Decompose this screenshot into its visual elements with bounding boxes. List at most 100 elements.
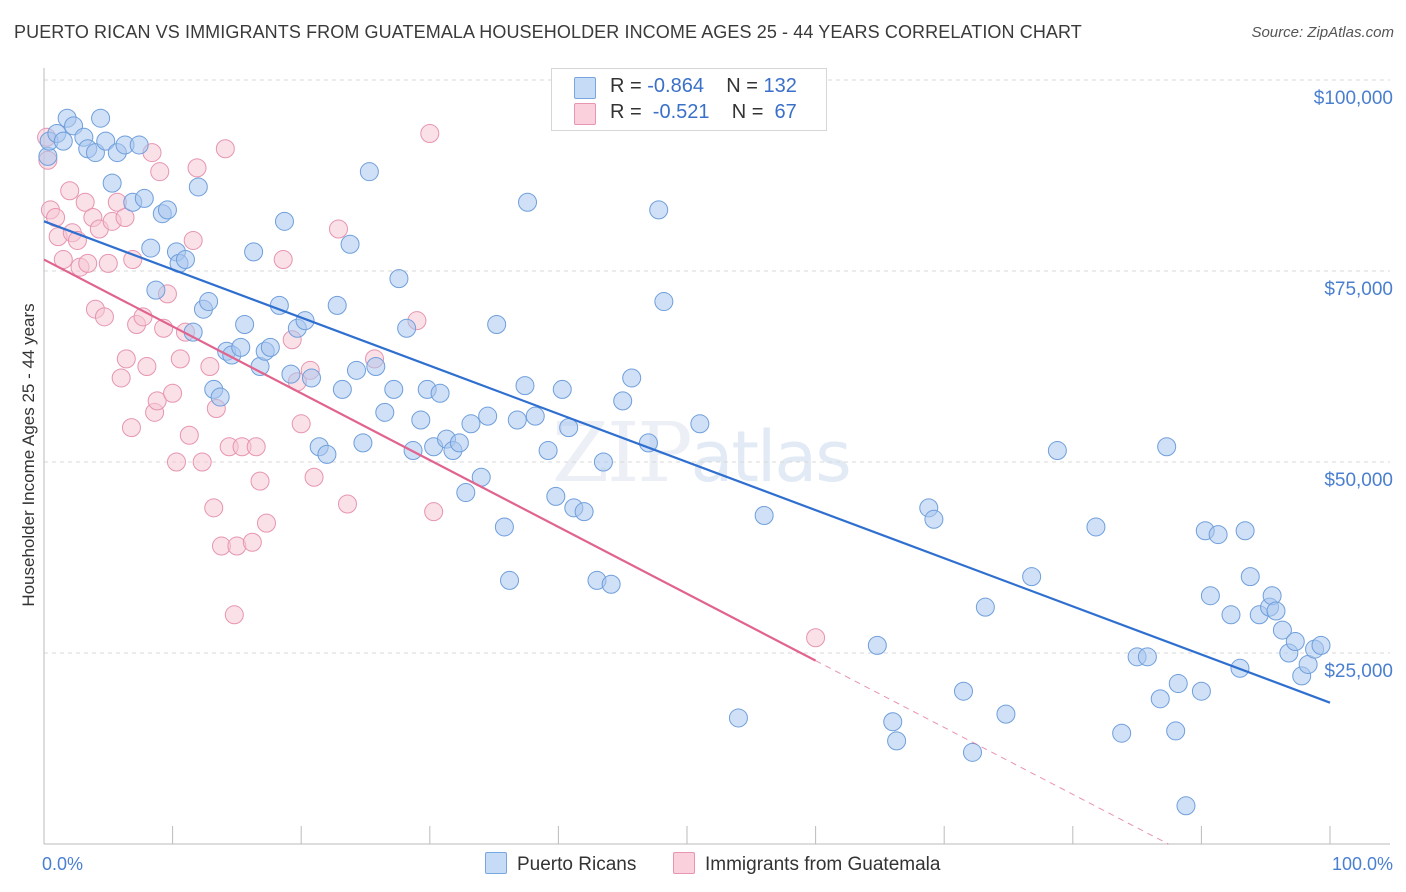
puerto-rican-point <box>146 280 166 300</box>
legend-r-value: -0.521 <box>647 101 710 123</box>
puerto-rican-point <box>924 509 944 529</box>
guatemala-point <box>204 498 224 518</box>
puerto-rican-point <box>654 292 674 312</box>
y-tick-label: $50,000 <box>1324 470 1393 491</box>
guatemala-point <box>137 357 157 376</box>
puerto-rican-point <box>359 162 379 182</box>
puerto-rican-point <box>1285 632 1305 652</box>
puerto-rican-point <box>134 188 154 208</box>
legend-r-label: R = <box>610 101 648 123</box>
puerto-rican-point <box>346 360 366 380</box>
guatemala-point <box>121 418 141 438</box>
puerto-rican-point <box>1272 620 1292 640</box>
y-tick-label: $25,000 <box>1324 661 1393 682</box>
puerto-rican-point <box>962 742 982 762</box>
puerto-rican-point <box>281 364 301 384</box>
guatemala-point <box>192 452 212 472</box>
guatemala-point <box>60 181 80 201</box>
puerto-rican-point <box>397 318 417 338</box>
puerto-rican-point <box>1150 689 1170 709</box>
puerto-rican-point <box>411 410 431 430</box>
puerto-rican-point <box>231 337 251 357</box>
puerto-rican-point <box>91 108 111 128</box>
puerto-rican-point <box>295 311 315 331</box>
correlation-legend: R = -0.864 N = 132 R = -0.521 N = 67 <box>551 68 827 131</box>
puerto-rican-point <box>102 173 122 193</box>
puerto-rican-point <box>260 337 280 357</box>
puerto-rican-point <box>649 200 669 220</box>
guatemala-point <box>150 162 170 182</box>
source-label: Source: ZipAtlas.com <box>1251 24 1394 41</box>
puerto-rican-point <box>188 177 208 197</box>
bottom-legend-guatemala: Immigrants from Guatemala <box>673 852 940 876</box>
guatemala-point <box>304 467 324 487</box>
puerto-rican-point <box>375 402 395 422</box>
guatemala-point <box>242 532 262 552</box>
legend-row-puerto-ricans: R = -0.864 N = 132 <box>574 75 797 99</box>
guatemala-point <box>187 158 207 178</box>
puerto-rican-point <box>1157 437 1177 457</box>
puerto-rican-point <box>507 410 527 430</box>
puerto-rican-point <box>183 322 203 342</box>
puerto-rican-point <box>478 406 498 426</box>
puerto-rican-point <box>129 135 149 155</box>
guatemala-point <box>111 368 131 388</box>
puerto-rican-point <box>525 406 545 426</box>
legend-n-label: N = <box>731 101 769 123</box>
puerto-rican-point <box>690 414 710 434</box>
guatemala-point <box>256 513 276 533</box>
guatemala-point <box>224 605 244 625</box>
puerto-rican-point <box>175 250 195 270</box>
guatemala-point <box>246 437 266 457</box>
puerto-rican-point <box>1208 525 1228 545</box>
puerto-rican-point <box>340 234 360 254</box>
puerto-rican-point <box>1137 647 1157 667</box>
puerto-rican-point <box>1047 441 1067 461</box>
puerto-rican-point <box>1221 605 1241 625</box>
guatemala-point <box>183 230 203 250</box>
puerto-rican-point <box>552 379 572 399</box>
puerto-rican-point <box>210 387 230 407</box>
puerto-rican-point <box>389 269 409 289</box>
bottom-legend-label: Puerto Ricans <box>517 854 637 875</box>
zipatlas-watermark: ZIPatlas <box>552 406 852 501</box>
puerto-rican-point <box>327 295 347 315</box>
puerto-rican-point <box>1168 674 1188 694</box>
puerto-rican-point <box>867 635 887 655</box>
puerto-rican-point <box>538 441 558 461</box>
chart-title: PUERTO RICAN VS IMMIGRANTS FROM GUATEMAL… <box>14 22 1082 42</box>
guatemala-point <box>215 139 235 159</box>
puerto-rican-point <box>1112 723 1132 743</box>
puerto-rican-point <box>500 570 520 590</box>
guatemala-point <box>179 425 199 445</box>
guatemala-trendline <box>43 258 817 662</box>
axes <box>43 68 1390 845</box>
guatemala-point <box>420 123 440 143</box>
guatemala-point <box>116 349 136 369</box>
legend-row-guatemala: R = -0.521 N = 67 <box>574 101 797 125</box>
puerto-rican-point <box>461 414 481 434</box>
guatemala-point <box>200 357 220 376</box>
puerto-rican-point <box>887 731 907 751</box>
legend-text: R = -0.864 N = 132 <box>610 75 797 98</box>
x-tick-label-max: 100.0% <box>1332 854 1393 874</box>
puerto-rican-trendline <box>43 220 1331 704</box>
puerto-rican-point <box>559 418 579 438</box>
puerto-rican-point <box>449 433 469 453</box>
guatemala-point <box>98 253 118 273</box>
puerto-rican-point <box>883 712 903 732</box>
bottom-legend-puerto-ricans: Puerto Ricans <box>485 852 636 876</box>
puerto-rican-point <box>728 708 748 728</box>
puerto-rican-point <box>518 192 538 212</box>
puerto-rican-point <box>157 200 177 220</box>
y-tick-label: $100,000 <box>1314 88 1393 109</box>
puerto-rican-point <box>754 505 774 525</box>
puerto-rican-point <box>332 379 352 399</box>
puerto-rican-point <box>1166 721 1186 741</box>
puerto-rican-point <box>244 242 264 262</box>
bottom-legend-label: Immigrants from Guatemala <box>705 854 941 875</box>
puerto-rican-point <box>1022 567 1042 587</box>
puerto-rican-point <box>366 357 386 376</box>
puerto-rican-point <box>430 383 450 403</box>
puerto-rican-point <box>1311 635 1331 655</box>
